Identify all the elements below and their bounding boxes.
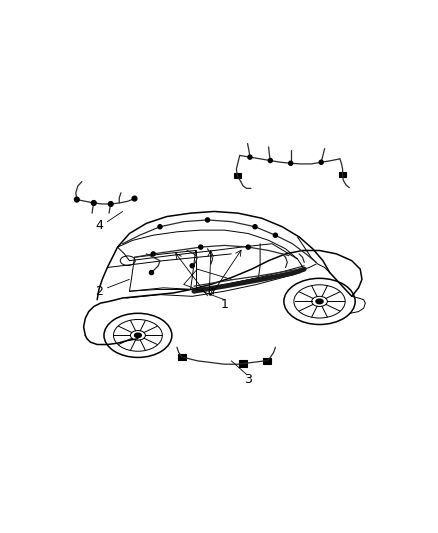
Ellipse shape xyxy=(134,333,141,337)
Text: 2: 2 xyxy=(95,285,103,298)
Circle shape xyxy=(205,218,209,222)
Circle shape xyxy=(158,225,162,229)
Bar xyxy=(239,360,247,367)
Circle shape xyxy=(108,201,113,206)
Circle shape xyxy=(248,155,252,159)
Ellipse shape xyxy=(316,299,323,304)
Bar xyxy=(263,358,271,364)
Bar xyxy=(178,354,186,360)
Circle shape xyxy=(319,160,323,164)
Text: 3: 3 xyxy=(244,373,252,386)
Circle shape xyxy=(199,245,203,249)
Text: 1: 1 xyxy=(221,298,228,311)
Circle shape xyxy=(268,158,272,163)
Circle shape xyxy=(246,245,250,249)
Text: 4: 4 xyxy=(95,219,103,231)
Bar xyxy=(233,173,241,179)
Circle shape xyxy=(92,200,96,205)
Circle shape xyxy=(273,233,277,237)
Circle shape xyxy=(149,271,154,274)
Circle shape xyxy=(151,252,155,256)
Bar xyxy=(339,172,346,177)
Circle shape xyxy=(132,196,137,201)
Circle shape xyxy=(253,225,257,229)
Circle shape xyxy=(289,161,293,165)
Circle shape xyxy=(190,264,194,268)
Circle shape xyxy=(74,197,79,202)
